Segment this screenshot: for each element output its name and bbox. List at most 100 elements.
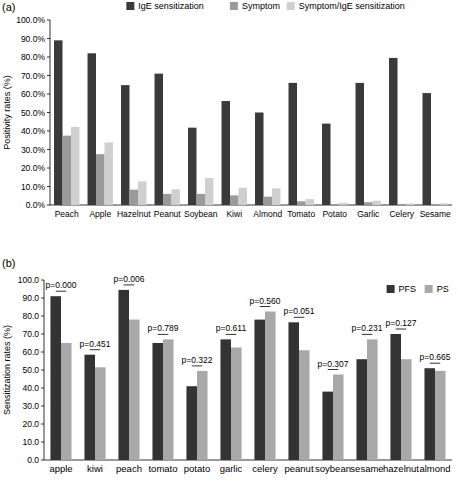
annotation-bracket: [328, 369, 339, 370]
annotation: p=0.000: [46, 280, 77, 290]
x-tick-label: Apple: [89, 209, 111, 219]
annotation: p=0.006: [114, 274, 145, 284]
y-axis-title: Positivity rates (%): [2, 75, 12, 150]
y-tick: [47, 75, 50, 76]
x-tick-label: Celery: [389, 209, 414, 219]
bar: [54, 40, 62, 205]
bar: [104, 142, 112, 205]
bar: [205, 178, 213, 205]
y-tick: [47, 186, 50, 187]
x-tick-label: Garlic: [357, 209, 380, 219]
annotation: p=0.051: [284, 306, 315, 316]
y-tick-label: 10.0: [22, 437, 39, 447]
x-tick-label: Almond: [253, 209, 282, 219]
annotation: p=0.307: [318, 359, 349, 369]
bar: [255, 113, 263, 206]
bar: [197, 194, 205, 205]
legend: IgE sensitizationSymptomSymptom/IgE sens…: [126, 1, 404, 11]
y-tick-label: 40.0%: [21, 126, 46, 136]
bar: [155, 74, 163, 205]
annotation-bracket: [362, 334, 373, 335]
bar: [424, 368, 435, 460]
bar: [95, 367, 106, 460]
legend: PFSPS: [387, 284, 449, 294]
bar: [88, 53, 96, 205]
y-tick: [47, 168, 50, 169]
bar: [435, 371, 446, 460]
bar: [390, 334, 401, 460]
annotation: p=0.127: [386, 318, 417, 328]
annotation-bracket: [192, 365, 203, 366]
chart-1: (b)Sensitization rates (%)0.010.020.030.…: [2, 257, 452, 474]
bar: [171, 189, 179, 205]
bar: [71, 127, 79, 205]
y-tick: [47, 149, 50, 150]
y-tick: [41, 406, 44, 407]
bar: [297, 201, 305, 205]
y-tick-label: 70.0%: [21, 71, 46, 81]
bar: [431, 204, 439, 205]
annotation-bracket: [226, 334, 237, 335]
bar: [50, 296, 61, 460]
legend-label: Symptom: [242, 1, 280, 11]
x-tick-label: Tomato: [287, 209, 315, 219]
x-tick-label: celery: [252, 463, 278, 474]
y-axis-title: Sensitization rates (%): [2, 325, 12, 415]
y-tick: [47, 112, 50, 113]
bar: [84, 355, 95, 460]
bar: [339, 203, 347, 205]
bar: [96, 154, 104, 205]
bar: [130, 190, 138, 205]
y-tick: [41, 460, 44, 461]
bar: [254, 320, 265, 460]
y-tick: [47, 131, 50, 132]
x-tick-label: Potato: [322, 209, 347, 219]
bar: [364, 202, 372, 205]
bar: [356, 83, 364, 205]
bar: [63, 136, 71, 205]
x-tick-label: Soybean: [184, 209, 218, 219]
panel-label: (a): [2, 1, 15, 13]
x-tick-label: sesame: [350, 463, 383, 474]
x-tick-label: potato: [184, 463, 210, 474]
y-tick: [41, 370, 44, 371]
bar: [152, 343, 163, 460]
annotation: p=0.665: [420, 352, 451, 362]
legend-swatch: [126, 2, 134, 10]
x-tick-label: almond: [419, 463, 450, 474]
y-tick-label: 40.0: [22, 383, 39, 393]
annotation: p=0.231: [352, 323, 383, 333]
y-tick-label: 80.0: [22, 311, 39, 321]
legend-label: PS: [437, 284, 449, 294]
y-tick-label: 100.0: [18, 275, 40, 285]
x-tick-label: kiwi: [87, 463, 103, 474]
bar: [197, 371, 208, 460]
bar: [220, 339, 231, 460]
y-axis: [50, 20, 51, 205]
y-tick-label: 100.0%: [16, 15, 45, 25]
annotation-bracket: [430, 363, 441, 364]
bar: [272, 188, 280, 205]
x-tick-label: apple: [49, 463, 72, 474]
figure: (a)Positivity rates (%)0.0%10.0%20.0%30.…: [0, 0, 458, 500]
bar: [163, 194, 171, 205]
annotation-bracket: [396, 329, 407, 330]
legend-label: Symptom/IgE sensitization: [299, 1, 405, 11]
y-tick: [47, 38, 50, 39]
panel-label: (b): [2, 257, 15, 269]
legend-swatch: [387, 285, 395, 293]
annotation: p=0.789: [148, 323, 179, 333]
x-tick-label: Sesame: [420, 209, 451, 219]
bar: [230, 195, 238, 205]
bar: [264, 197, 272, 205]
y-tick-label: 0.0: [27, 455, 39, 465]
y-tick: [41, 298, 44, 299]
bar: [289, 83, 297, 205]
y-tick-label: 60.0%: [21, 89, 46, 99]
annotation-bracket: [56, 291, 67, 292]
y-tick: [47, 205, 50, 206]
bar: [61, 343, 72, 460]
bar: [406, 204, 414, 205]
legend-swatch: [287, 2, 295, 10]
y-tick: [41, 334, 44, 335]
